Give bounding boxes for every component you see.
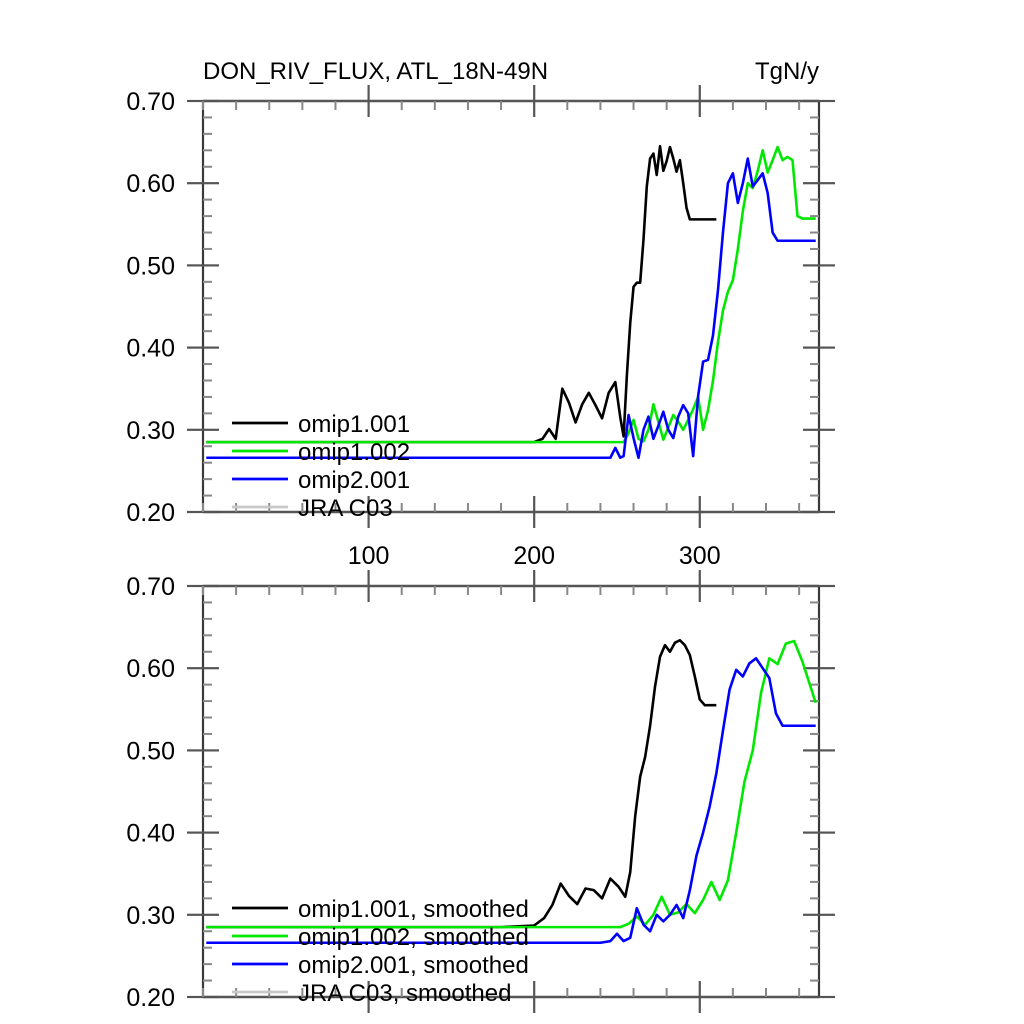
legend-label: omip1.002: [298, 439, 410, 466]
legend-label: JRA C03, smoothed: [298, 980, 511, 1007]
y-tick-label: 0.40: [126, 335, 175, 363]
y-tick-label: 0.60: [126, 170, 175, 198]
y-tick-label: 0.70: [126, 573, 175, 601]
y-tick-label: 0.30: [126, 902, 175, 930]
y-tick-label: 0.20: [126, 499, 175, 527]
x-axis-ticks-bottom: [202, 570, 801, 1013]
plot-frame-top: [201, 99, 821, 514]
units-label-top: TgN/y: [755, 58, 819, 85]
y-tick-label: 0.70: [126, 88, 175, 116]
legend-label: omip1.001: [298, 411, 410, 438]
series-line-omip2-001: [206, 157, 816, 460]
legend-label: omip1.002, smoothed: [298, 924, 529, 951]
series-line-omip1-001-smoothed: [206, 638, 717, 929]
x-tick-label: 300: [679, 542, 721, 570]
chart-panel-bottom: 0.70 0.60 0.50 0.40 0.30 0.20 omip1.001, smoo…: [0, 485, 1024, 1024]
data-series-group-bottom: [206, 638, 817, 945]
legend-label: omip2.001, smoothed: [298, 952, 529, 979]
chart-panel-top: DON_RIV_FLUX, ATL_18N-49N TgN/y 0.70 0.60…: [126, 58, 835, 570]
series-line-omip1-001: [206, 144, 717, 444]
x-axis-ticks-top: [202, 85, 801, 528]
y-tick-label: 0.50: [126, 737, 175, 765]
y-tick-label: 0.60: [126, 655, 175, 683]
x-tick-label: 100: [348, 542, 390, 570]
series-line-omip1-002: [206, 145, 816, 444]
y-tick-label: 0.20: [126, 984, 175, 1012]
x-axis-tick-labels-top: 100 200 300: [348, 542, 721, 570]
data-series-group-top: [206, 144, 816, 460]
plot-frame-bottom: [201, 584, 821, 999]
legend-label: omip2.001: [298, 467, 410, 494]
chart-svg-bottom: 0.70 0.60 0.50 0.40 0.30 0.20 omip1.001, smoo…: [126, 570, 835, 1013]
y-axis-ticks-top: [187, 99, 835, 514]
x-tick-label: 200: [513, 542, 555, 570]
chart-svg-top: DON_RIV_FLUX, ATL_18N-49N TgN/y 0.70 0.60…: [126, 58, 835, 570]
panel-title-top: DON_RIV_FLUX, ATL_18N-49N: [203, 58, 548, 85]
legend-label: omip1.001, smoothed: [298, 896, 529, 923]
series-line-omip2-001-smoothed: [206, 657, 816, 945]
y-tick-label: 0.40: [126, 820, 175, 848]
series-line-omip1-002-smoothed: [206, 639, 817, 929]
y-tick-label: 0.30: [126, 417, 175, 445]
y-tick-label: 0.50: [126, 252, 175, 280]
y-axis-tick-labels-top: 0.70 0.60 0.50 0.40 0.30 0.20: [126, 88, 175, 527]
y-axis-tick-labels-bottom: 0.70 0.60 0.50 0.40 0.30 0.20: [126, 573, 175, 1012]
legend-label: JRA C03: [298, 495, 393, 522]
